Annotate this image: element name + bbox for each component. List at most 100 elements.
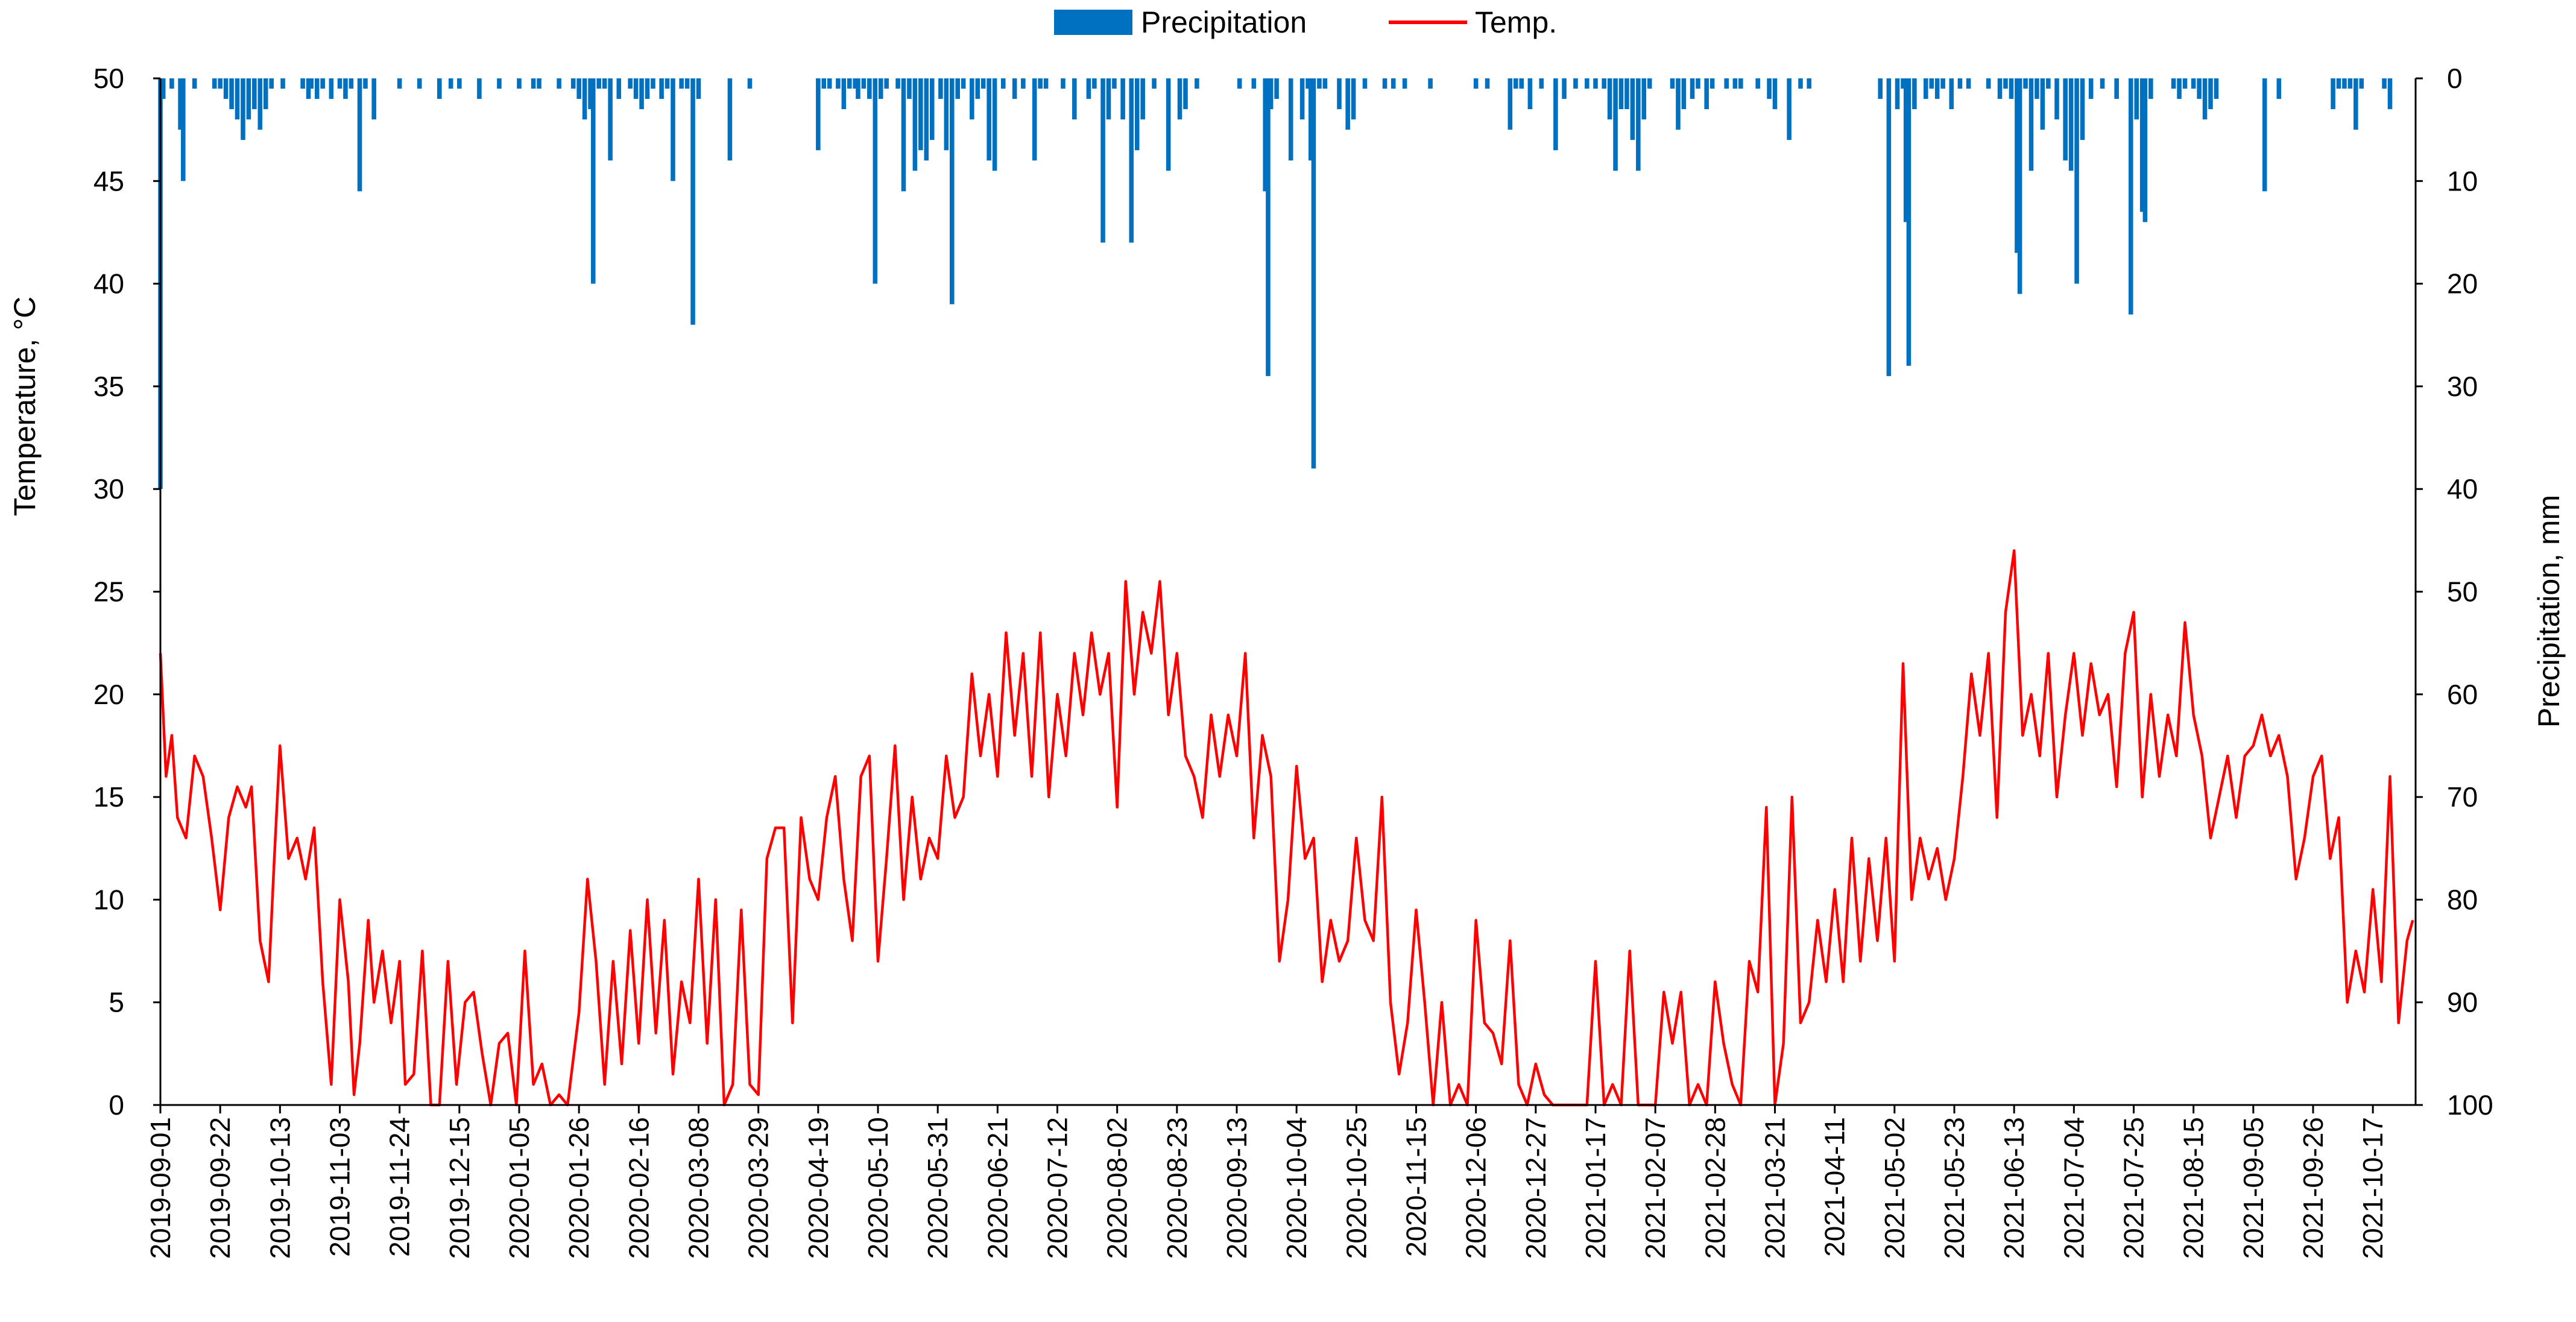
x-tick-label: 2021-09-26 — [2297, 1117, 2329, 1259]
precipitation-bar — [929, 78, 935, 140]
precipitation-bar — [727, 78, 733, 161]
precipitation-bar — [2202, 78, 2208, 120]
precipitation-bar — [582, 78, 587, 120]
precipitation-bar — [1086, 78, 1091, 99]
precipitation-bar — [944, 78, 949, 151]
precipitation-bar — [1166, 78, 1171, 171]
temperature-line — [159, 549, 2414, 1107]
precipitation-bar — [665, 78, 670, 89]
precipitation-bar — [1997, 78, 2003, 99]
x-tick-label: 2021-08-15 — [2178, 1117, 2209, 1259]
precipitation-bar — [1670, 78, 1675, 89]
precipitation-bar — [1912, 78, 1917, 110]
precipitation-bar — [639, 78, 644, 110]
precipitation-bar — [1100, 78, 1105, 243]
precipitation-bar — [1690, 78, 1695, 99]
x-tick-label: 2019-11-24 — [384, 1117, 415, 1257]
precipitation-bar — [1986, 78, 1991, 89]
precipitation-bar — [2262, 78, 2267, 192]
precipitation-bar — [2197, 78, 2202, 99]
x-tick-label: 2019-11-03 — [324, 1117, 356, 1257]
precipitation-bar — [263, 78, 268, 110]
precipitation-bar — [884, 78, 889, 89]
x-tick-label: 2021-07-25 — [2118, 1117, 2150, 1259]
y-left-tick-label: 15 — [93, 781, 124, 813]
precipitation-bar — [1473, 78, 1479, 89]
precipitation-bar — [901, 78, 906, 192]
precipitation-bar — [847, 78, 852, 89]
precipitation-bar — [1195, 78, 1199, 89]
precipitation-bar — [1539, 78, 1544, 89]
precipitation-bar — [2114, 78, 2119, 99]
precipitation-bar — [2129, 78, 2133, 315]
precipitation-bar — [306, 78, 311, 99]
precipitation-bar — [1112, 78, 1117, 89]
precipitation-bar — [628, 78, 633, 89]
precipitation-bar — [679, 78, 684, 89]
precipitation-bar — [192, 78, 197, 89]
precipitation-bar — [1120, 78, 1125, 120]
precipitation-bar — [1251, 78, 1257, 89]
precipitation-bar — [437, 78, 442, 99]
precipitation-bar — [856, 78, 860, 99]
precipitation-bar — [696, 78, 701, 99]
precipitation-bar — [1351, 78, 1356, 120]
precipitation-bar — [1940, 78, 1945, 89]
precipitation-bar — [1129, 78, 1134, 243]
precipitation-bar — [1362, 78, 1368, 89]
precipitation-bar — [1021, 78, 1026, 89]
precipitation-bar — [1519, 78, 1524, 89]
temperature-line-layer — [159, 549, 2414, 1107]
precipitation-bar — [1061, 78, 1065, 89]
precipitation-bar — [1345, 78, 1350, 130]
precipitation-bar — [257, 78, 263, 130]
precipitation-bar — [961, 78, 966, 89]
precipitation-bar — [602, 78, 607, 89]
y-right-tick-label: 0 — [2447, 63, 2463, 94]
precipitation-bar — [2015, 78, 2019, 253]
precipitation-bar — [970, 78, 974, 120]
precipitation-bar — [2171, 78, 2176, 89]
precipitation-bar — [1903, 78, 1908, 222]
precipitation-bar — [907, 78, 912, 99]
precipitation-bar — [1177, 78, 1182, 120]
precipitation-bar — [2054, 78, 2059, 120]
precipitation-bar — [821, 78, 827, 89]
precipitation-bar — [2003, 78, 2008, 89]
precipitation-bar — [169, 78, 174, 89]
precipitation-bar — [2134, 78, 2139, 120]
precipitation-bar — [2017, 78, 2022, 294]
x-tick-label: 2021-04-11 — [1819, 1117, 1851, 1257]
precipitation-bar — [841, 78, 847, 110]
precipitation-bar — [557, 78, 561, 89]
precipitation-bar — [861, 78, 867, 89]
x-tick-label: 2020-06-21 — [982, 1117, 1013, 1259]
precipitation-bar — [531, 78, 536, 89]
precipitation-bar — [218, 78, 223, 89]
precipitation-bar — [343, 78, 348, 99]
y-right-tick-label: 100 — [2447, 1089, 2493, 1121]
x-tick-label: 2020-08-02 — [1102, 1117, 1133, 1259]
precipitation-bar — [912, 78, 918, 171]
x-tick-label: 2021-02-28 — [1699, 1117, 1731, 1259]
precipitation-bar — [212, 78, 217, 89]
precipitation-bar — [608, 78, 613, 161]
precipitation-bar — [1767, 78, 1772, 99]
precipitation-bar — [2331, 78, 2335, 110]
precipitation-bar — [576, 78, 581, 99]
x-tick-label: 2020-09-13 — [1221, 1117, 1252, 1259]
precipitation-bar — [1562, 78, 1567, 99]
precipitation-bar — [2035, 78, 2039, 99]
precipitation-bar — [1428, 78, 1433, 89]
precipitation-bar — [1949, 78, 1954, 110]
precipitation-bar — [747, 78, 753, 89]
precipitation-bar — [235, 78, 240, 120]
precipitation-bar — [337, 78, 343, 89]
precipitation-bar — [1152, 78, 1157, 89]
precipitation-bar — [537, 78, 541, 89]
precipitation-bar — [1309, 78, 1313, 161]
precipitation-bar — [1798, 78, 1803, 89]
precipitation-bar — [816, 78, 821, 151]
precipitation-bar — [1032, 78, 1037, 161]
precipitation-bar — [987, 78, 991, 161]
